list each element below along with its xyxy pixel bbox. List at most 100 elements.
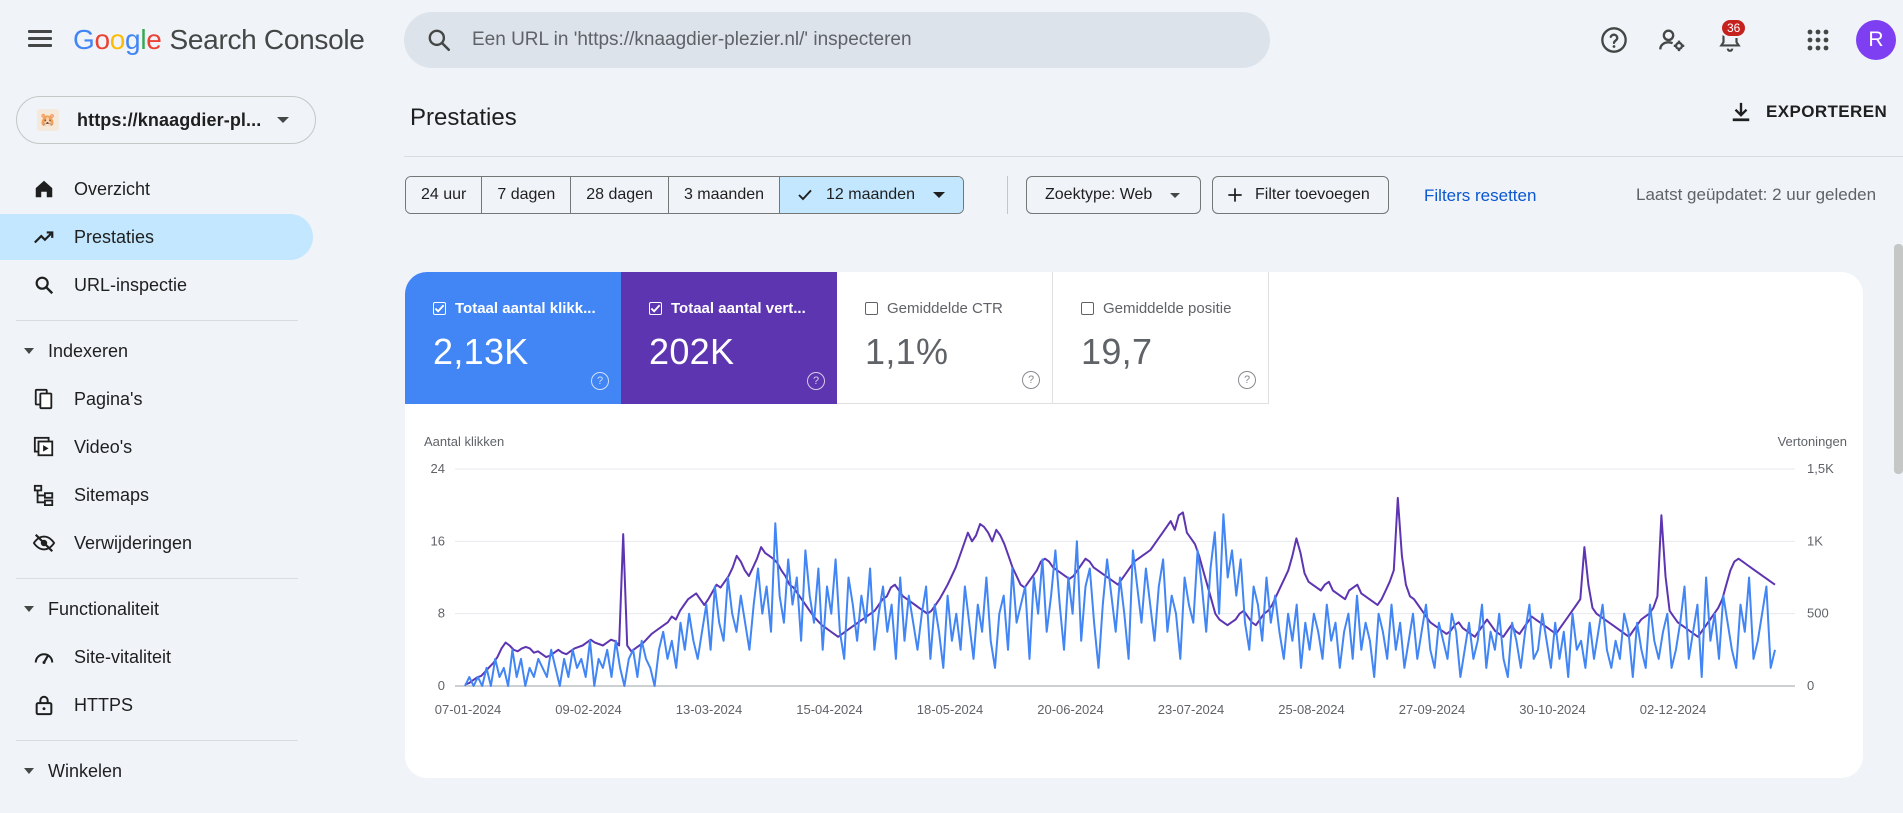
collapse-triangle-icon: [24, 606, 34, 612]
range-28-dagen-button[interactable]: 28 dagen: [571, 177, 669, 213]
download-icon: [1732, 102, 1750, 122]
sidebar-divider: [16, 740, 298, 741]
property-name: https://knaagdier-pl...: [77, 109, 262, 130]
main-menu-button[interactable]: [24, 26, 56, 54]
performance-chart[interactable]: Aantal klikken Vertoningen 0 0 8 500 16 1K 24 1…: [405, 424, 1863, 778]
y-tick-right: 1K: [1807, 533, 1823, 548]
y-tick-right: 500: [1807, 606, 1829, 621]
trending-up-icon: [32, 225, 56, 249]
y-axis-left-label: Aantal klikken: [424, 434, 504, 449]
help-icon[interactable]: [1596, 22, 1632, 58]
lock-icon: [32, 693, 56, 717]
home-icon: [32, 177, 56, 201]
menu-icon: [28, 30, 52, 33]
page-title: Prestaties: [410, 104, 517, 131]
checkmark-icon: [798, 189, 812, 201]
x-tick-label: 15-04-2024: [796, 702, 863, 717]
y-tick-left: 0: [438, 678, 445, 693]
sidebar-item-videos[interactable]: Video's: [0, 424, 313, 470]
x-tick-label: 02-12-2024: [1640, 702, 1707, 717]
x-tick-label: 09-02-2024: [555, 702, 622, 717]
collapse-triangle-icon: [24, 348, 34, 354]
header-divider: [404, 156, 1903, 157]
metric-value: 1,1%: [865, 331, 949, 372]
x-tick-label: 13-03-2024: [676, 702, 743, 717]
pages-icon: [32, 387, 56, 411]
apps-grid-icon[interactable]: [1800, 22, 1836, 58]
y-tick-right: 1,5K: [1807, 461, 1834, 476]
checkbox-unchecked-icon[interactable]: [1081, 302, 1094, 315]
sidebar-section-winkelen[interactable]: Winkelen: [0, 751, 300, 791]
chevron-down-icon: [932, 192, 945, 198]
help-icon[interactable]: ?: [807, 372, 825, 390]
google-search-console-logo[interactable]: Google Search Console: [73, 24, 365, 55]
checkbox-checked-icon[interactable]: [433, 302, 446, 315]
sidebar-item-paginas[interactable]: Pagina's: [0, 376, 313, 422]
checkbox-checked-icon[interactable]: [649, 302, 662, 315]
sidebar-item-sitemaps[interactable]: Sitemaps: [0, 472, 313, 518]
reset-filters-link[interactable]: Filters resetten: [1424, 186, 1537, 205]
metric-average-position[interactable]: Gemiddelde positie 19,7 ?: [1053, 272, 1269, 404]
help-icon[interactable]: ?: [1238, 371, 1256, 389]
user-settings-icon[interactable]: [1654, 22, 1690, 58]
chevron-down-icon: [277, 117, 289, 123]
sidebar-item-overzicht[interactable]: Overzicht: [0, 166, 313, 212]
collapse-triangle-icon: [24, 768, 34, 774]
sidebar-section-indexeren[interactable]: Indexeren: [0, 331, 300, 371]
notification-count-badge: 36: [1720, 18, 1748, 38]
chevron-down-icon: [1170, 192, 1181, 198]
x-tick-label: 18-05-2024: [917, 702, 984, 717]
range-12-maanden-button[interactable]: 12 maanden: [780, 177, 963, 213]
checkbox-unchecked-icon[interactable]: [865, 302, 878, 315]
x-tick-label: 27-09-2024: [1399, 702, 1466, 717]
range-24-uur-button[interactable]: 24 uur: [406, 177, 483, 213]
help-icon[interactable]: ?: [1022, 371, 1040, 389]
help-icon[interactable]: ?: [591, 372, 609, 390]
url-inspect-search-bar[interactable]: [404, 12, 1270, 68]
x-tick-label: 25-08-2024: [1278, 702, 1345, 717]
x-tick-label: 07-01-2024: [435, 702, 502, 717]
search-icon: [428, 29, 451, 52]
performance-card: Totaal aantal klikk... 2,13K ? Totaal aa…: [405, 272, 1863, 778]
last-updated-text: Laatst geüpdatet: 2 uur geleden: [1636, 185, 1877, 204]
x-tick-label: 23-07-2024: [1158, 702, 1225, 717]
sidebar-item-verwijderingen[interactable]: Verwijderingen: [0, 520, 313, 566]
metric-average-ctr[interactable]: Gemiddelde CTR 1,1% ?: [837, 272, 1053, 404]
sidebar-item-site-vitaliteit[interactable]: Site-vitaliteit: [0, 634, 313, 680]
add-filter-button[interactable]: Filter toevoegen: [1212, 176, 1389, 214]
sidebar-item-https[interactable]: HTTPS: [0, 682, 313, 728]
range-3-maanden-button[interactable]: 3 maanden: [668, 177, 781, 213]
filter-separator: [1007, 176, 1008, 214]
sidebar-item-prestaties[interactable]: Prestaties: [0, 214, 313, 260]
property-selector[interactable]: 🐹 https://knaagdier-pl...: [16, 96, 316, 144]
sidebar-section-functionaliteit[interactable]: Functionaliteit: [0, 589, 300, 629]
y-tick-left: 8: [438, 606, 445, 621]
product-name: Search Console: [169, 24, 365, 55]
y-axis-right-label: Vertoningen: [1778, 434, 1847, 449]
x-tick-label: 20-06-2024: [1037, 702, 1104, 717]
sidebar-item-url-inspectie[interactable]: URL-inspectie: [0, 262, 313, 308]
range-7-dagen-button[interactable]: 7 dagen: [482, 177, 572, 213]
sidebar-divider: [16, 320, 298, 321]
sitemap-icon: [32, 483, 56, 507]
eye-off-icon: [32, 531, 56, 555]
series-line-vertoningen: [464, 496, 1776, 686]
metric-value: 19,7: [1081, 331, 1153, 372]
search-icon: [32, 273, 56, 297]
account-avatar[interactable]: R: [1856, 20, 1896, 60]
date-range-selector: 24 uur 7 dagen 28 dagen 3 maanden 12 maa…: [405, 176, 964, 214]
url-inspect-input[interactable]: [472, 29, 1232, 51]
y-tick-left: 24: [431, 461, 445, 476]
search-type-dropdown[interactable]: Zoektype: Web: [1026, 176, 1202, 214]
metric-total-impressions[interactable]: Totaal aantal vert... 202K ?: [621, 272, 837, 404]
page-scrollbar[interactable]: [1894, 244, 1903, 474]
speedometer-icon: [32, 645, 56, 669]
y-tick-right: 0: [1807, 678, 1814, 693]
export-button[interactable]: EXPORTEREN: [1730, 100, 1887, 124]
x-tick-label: 30-10-2024: [1519, 702, 1586, 717]
plus-icon: [1228, 188, 1242, 202]
sidebar-divider: [16, 578, 298, 579]
metric-value: 2,13K: [433, 331, 529, 372]
metric-total-clicks[interactable]: Totaal aantal klikk... 2,13K ?: [405, 272, 621, 404]
